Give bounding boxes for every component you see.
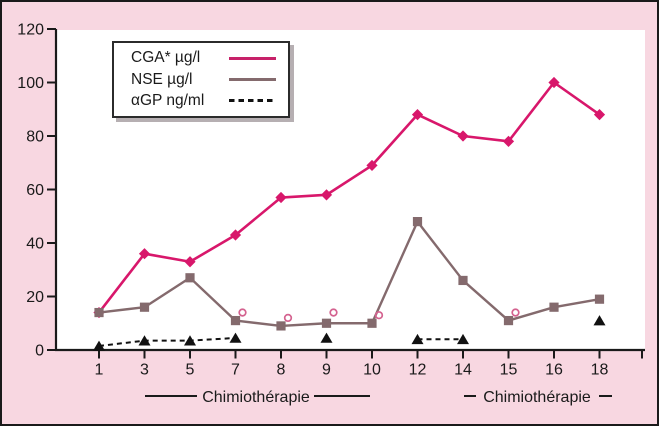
x-axis-label: 8 (277, 362, 286, 379)
agp-triangle-marker (229, 332, 242, 343)
cga-diamond-marker (593, 109, 606, 121)
annotation-label: Chimiothérapie (483, 389, 591, 406)
open-circle-marker (238, 308, 247, 317)
cga-diamond-marker (502, 135, 515, 147)
nse-square-marker (230, 315, 241, 326)
open-circle-marker (374, 311, 384, 320)
legend-item-cga: CGA* µg/l (131, 49, 276, 67)
y-axis-label: 100 (17, 75, 44, 92)
cga-diamond-marker (275, 191, 287, 204)
x-axis-label: 16 (545, 362, 563, 379)
nse-solid-line-icon (229, 78, 276, 81)
y-axis-label: 120 (17, 22, 44, 39)
nse-square-marker (367, 318, 377, 328)
x-axis-label: 14 (454, 362, 472, 379)
y-axis-label: 40 (26, 236, 44, 253)
x-axis-label: 9 (322, 362, 331, 379)
x-axis-label: 1 (95, 362, 104, 379)
legend-label-cga: CGA* µg/l (131, 49, 201, 67)
nse-square-marker (276, 321, 286, 331)
nse-square-marker (412, 217, 423, 227)
cga-diamond-marker (184, 256, 196, 268)
y-axis-label: 20 (26, 289, 44, 306)
agp-triangle-marker (457, 333, 469, 345)
agp-triangle-marker (411, 333, 424, 345)
annotation-label: Chimiothérapie (202, 389, 310, 406)
cga-diamond-marker (457, 130, 469, 142)
agp-triangle-marker (593, 315, 606, 326)
x-axis-label: 18 (591, 362, 609, 379)
cga-solid-line-icon (229, 56, 276, 60)
x-axis-label: 12 (409, 362, 427, 379)
x-axis-label: 7 (231, 362, 240, 379)
nse-line (98, 220, 600, 328)
y-axis-label: 0 (35, 343, 44, 360)
cga-diamond-marker (366, 159, 378, 172)
cga-diamond-marker (320, 189, 333, 201)
open-circle-marker (511, 308, 520, 317)
nse-square-marker (458, 275, 468, 286)
y-axis-label: 60 (26, 182, 44, 199)
y-axis-label: 80 (26, 129, 44, 146)
x-axis-label: 3 (140, 362, 149, 379)
nse-square-marker (139, 302, 150, 312)
x-axis-label: 10 (363, 362, 381, 379)
nse-square-marker (594, 294, 605, 304)
legend-item-agp: αGP ng/ml (131, 92, 276, 110)
cga-diamond-marker (411, 109, 424, 121)
agp-triangle-marker (320, 332, 333, 343)
open-circle-marker (329, 308, 338, 317)
x-axis-label: 15 (500, 362, 518, 379)
agp-dashed-line (98, 336, 236, 347)
cga-diamond-marker (548, 76, 560, 89)
nse-square-marker (549, 302, 559, 312)
legend-item-nse: NSE µg/l (131, 71, 276, 89)
legend: CGA* µg/l NSE µg/l αGP ng/ml (112, 41, 290, 118)
agp-triangle-marker (184, 335, 196, 346)
cga-diamond-marker (138, 248, 151, 260)
nse-square-marker (503, 315, 514, 326)
cga-diamond-marker (229, 229, 242, 241)
agp-dashed-line-icon (229, 99, 276, 103)
legend-label-nse: NSE µg/l (131, 70, 193, 88)
x-axis-label: 5 (186, 362, 195, 379)
legend-label-agp: αGP ng/ml (131, 91, 205, 109)
agp-triangle-marker (138, 335, 151, 346)
cga-line (97, 81, 601, 314)
nse-square-marker (94, 307, 104, 318)
nse-square-marker (321, 318, 332, 328)
open-circle-marker (283, 313, 293, 323)
agp-triangle-marker (93, 340, 105, 351)
nse-square-marker (185, 273, 195, 283)
